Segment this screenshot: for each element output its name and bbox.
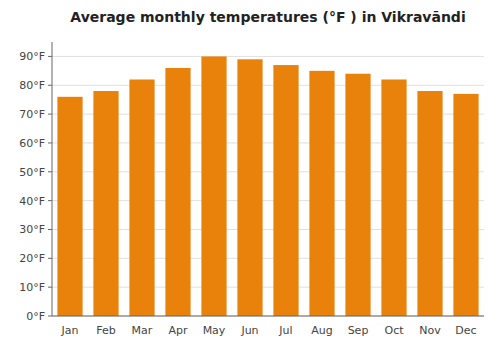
tick-label: 70°F <box>19 108 45 121</box>
bar <box>165 68 190 316</box>
bar <box>237 59 262 316</box>
tick-label: 90°F <box>19 50 45 63</box>
x-axis: Jan Feb Mar Apr May Jun Jul Aug Sep Oct Nov Dec <box>52 316 484 337</box>
tick-label: 40°F <box>19 195 45 208</box>
bar <box>381 79 406 316</box>
tick-label: 60°F <box>19 137 45 150</box>
tick-label: Jul <box>278 324 292 337</box>
tick-mark <box>48 85 52 86</box>
grid-line <box>52 316 484 317</box>
bar <box>201 56 226 316</box>
bar <box>453 94 478 316</box>
tick-label: Nov <box>419 324 441 337</box>
bar <box>309 71 334 316</box>
tick-label: 10°F <box>19 281 45 294</box>
tick-label: 50°F <box>19 166 45 179</box>
tick-mark <box>48 229 52 230</box>
bar <box>273 65 298 316</box>
bar <box>57 97 82 316</box>
tick-mark <box>48 142 52 143</box>
grid-line <box>52 85 484 86</box>
bar <box>129 79 154 316</box>
bars <box>57 56 478 316</box>
tick-label: Apr <box>168 324 188 337</box>
tick-label: Sep <box>348 324 369 337</box>
tick-label: Feb <box>96 324 115 337</box>
tick-mark <box>48 114 52 115</box>
bar <box>345 74 370 316</box>
tick-label: Aug <box>311 324 332 337</box>
tick-label: 0°F <box>26 310 45 323</box>
y-axis: 0°F 10°F 20°F 30°F 40°F 50°F 60°F 70°F 80°F 90°F <box>19 42 484 323</box>
axis-line <box>52 42 53 316</box>
tick-label: 30°F <box>19 223 45 236</box>
tick-mark <box>48 316 52 317</box>
bar <box>417 91 442 316</box>
tick-label: 20°F <box>19 252 45 265</box>
grid-line <box>52 56 484 57</box>
tick-label: Jan <box>61 324 79 337</box>
tick-mark <box>48 287 52 288</box>
tick-mark <box>48 258 52 259</box>
tick-label: Jun <box>240 324 258 337</box>
tick-label: Mar <box>132 324 153 337</box>
tick-label: Dec <box>455 324 476 337</box>
axis-line <box>52 316 484 317</box>
tick-mark <box>48 56 52 57</box>
tick-mark <box>48 200 52 201</box>
title: Average monthly temperatures (°F ) in Vi… <box>70 9 465 25</box>
tick-mark <box>48 171 52 172</box>
chart-container: Average monthly temperatures (°F ) in Vi… <box>0 0 500 350</box>
tick-label: May <box>203 324 226 337</box>
bar <box>93 91 118 316</box>
chart-svg: Average monthly temperatures (°F ) in Vi… <box>0 0 500 350</box>
tick-label: 80°F <box>19 79 45 92</box>
tick-label: Oct <box>384 324 404 337</box>
